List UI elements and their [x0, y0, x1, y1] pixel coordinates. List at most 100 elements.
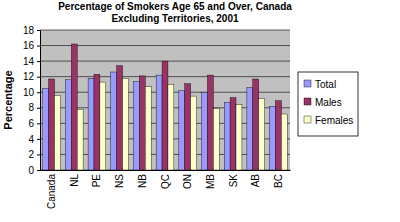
- bar: [230, 98, 236, 170]
- bar: [168, 84, 174, 170]
- legend-box: [298, 72, 358, 136]
- y-tick: 0: [28, 165, 40, 176]
- x-tick: NS: [114, 170, 125, 188]
- y-tick-label: 16: [23, 40, 35, 51]
- legend-label: Total: [315, 79, 336, 90]
- bar: [156, 75, 162, 170]
- y-axis-line: [37, 31, 41, 171]
- x-tick: QC: [160, 170, 171, 189]
- x-tick-label: NS: [114, 174, 125, 188]
- x-tick: PE: [91, 170, 102, 187]
- y-tick: 8: [28, 102, 40, 113]
- bar: [55, 95, 61, 170]
- y-tick-label: 0: [28, 165, 34, 176]
- bar: [207, 75, 213, 170]
- bar: [179, 91, 185, 170]
- plot-background: [40, 30, 290, 170]
- y-tick: 10: [23, 87, 40, 98]
- y-tick-mark: [37, 92, 40, 93]
- y-tick-mark: [37, 108, 40, 109]
- y-tick-mark: [37, 61, 40, 62]
- y-tick-mark: [37, 46, 40, 47]
- x-axis: Canada NL PE NS NB QC ON MB SK AB BC: [41, 170, 291, 209]
- bar: [65, 80, 71, 170]
- x-tick-label: AB: [250, 174, 261, 188]
- y-tick-mark: [37, 170, 40, 171]
- y-tick-label: 8: [28, 102, 34, 113]
- x-tick-label: QC: [160, 174, 171, 189]
- x-tick-label: MB: [205, 174, 216, 189]
- x-tick: ON: [182, 170, 193, 189]
- bar: [123, 78, 129, 170]
- bar: [49, 79, 55, 170]
- x-tick-label: NL: [69, 174, 80, 187]
- legend-label: Males: [315, 97, 342, 108]
- bar: [43, 88, 49, 170]
- y-tick: 4: [28, 134, 40, 145]
- y-tick-label: 14: [23, 56, 35, 67]
- bar: [191, 96, 197, 170]
- y-axis-title: Percentage: [2, 70, 14, 129]
- bar: [145, 87, 151, 170]
- bar: [100, 82, 106, 170]
- legend-swatch: [304, 80, 311, 87]
- bar: [94, 74, 100, 170]
- y-tick: 12: [23, 71, 40, 82]
- y-tick-label: 18: [23, 25, 35, 36]
- y-tick-mark: [37, 30, 40, 31]
- bars: [43, 44, 288, 170]
- y-tick-label: 2: [28, 149, 34, 160]
- x-tick-label: ON: [182, 174, 193, 189]
- x-axis-line: [41, 170, 291, 171]
- bar: [77, 109, 83, 170]
- y-tick: 16: [23, 40, 40, 51]
- y-tick: 6: [28, 118, 40, 129]
- bar: [253, 79, 259, 170]
- y-tick-label: 12: [23, 71, 35, 82]
- grid: [40, 30, 290, 170]
- y-tick: 2: [28, 149, 40, 160]
- legend-label: Females: [315, 115, 353, 126]
- x-tick: Canada: [46, 170, 57, 209]
- bar: [139, 76, 145, 170]
- x-tick-label: SK: [228, 174, 239, 188]
- y-tick-mark: [37, 123, 40, 124]
- title-line: Percentage of Smokers Age 65 and Over, C…: [58, 1, 292, 12]
- x-tick: AB: [250, 170, 261, 187]
- y-tick-mark: [37, 139, 40, 140]
- chart: Percentage of Smokers Age 65 and Over, C…: [0, 0, 400, 222]
- x-tick-label: NB: [137, 174, 148, 188]
- y-tick-mark: [37, 77, 40, 78]
- bar: [236, 105, 242, 170]
- y-tick: 14: [23, 56, 40, 67]
- bar: [275, 101, 281, 170]
- grid-line: [40, 30, 290, 31]
- legend-swatch: [304, 116, 311, 123]
- bar: [281, 114, 287, 170]
- y-tick-mark: [37, 154, 40, 155]
- bar: [111, 72, 117, 170]
- x-tick: SK: [228, 170, 239, 187]
- x-tick-label: PE: [91, 174, 102, 188]
- title-line: Excluding Territories, 2001: [111, 13, 239, 24]
- legend: Total Males Females: [298, 72, 358, 136]
- bar: [202, 92, 208, 170]
- y-tick-label: 6: [28, 118, 34, 129]
- x-tick: BC: [273, 170, 284, 188]
- y-tick: 18: [23, 25, 40, 36]
- title: Percentage of Smokers Age 65 and Over, C…: [58, 1, 292, 24]
- x-tick-label: BC: [273, 174, 284, 188]
- bar: [224, 102, 230, 170]
- y-tick-label: 4: [28, 134, 34, 145]
- x-tick: MB: [205, 170, 216, 189]
- bar: [117, 66, 123, 170]
- x-tick-label: Canada: [46, 174, 57, 209]
- bar: [270, 106, 276, 170]
- y-axis: 0 2 4 6 8 10 12 14 16 18: [23, 25, 41, 176]
- bar: [133, 81, 139, 170]
- bar: [185, 84, 191, 170]
- bar: [71, 44, 77, 170]
- y-tick-label: 10: [23, 87, 35, 98]
- bar: [259, 98, 265, 170]
- legend-swatch: [304, 98, 311, 105]
